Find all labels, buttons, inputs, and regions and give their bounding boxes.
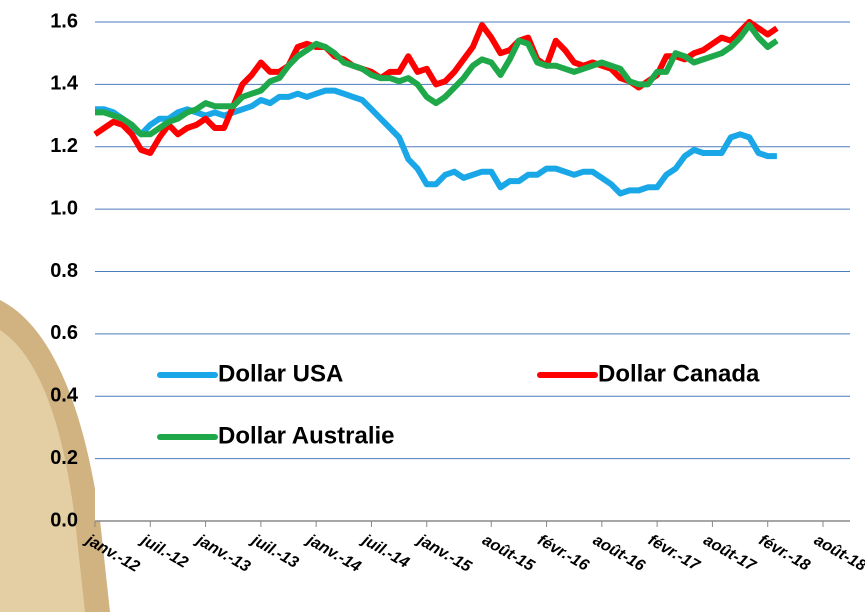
- x-tick-label: juil.-13: [247, 531, 301, 572]
- series-line: [93, 19, 779, 156]
- x-tick-label: janv.-13: [192, 531, 253, 576]
- x-tick-label: févr.-18: [756, 532, 813, 575]
- x-tick-label: juil.-12: [137, 531, 191, 572]
- x-tick-label: févr.-16: [535, 532, 592, 575]
- y-tick-label: 1.4: [50, 73, 79, 95]
- y-tick-label: 1.0: [50, 197, 78, 219]
- y-tick-label: 1.6: [50, 10, 78, 32]
- legend-label: Dollar Canada: [598, 360, 760, 387]
- series-line: [95, 87, 777, 197]
- y-tick-label: 0.4: [50, 385, 79, 407]
- background-decoration: [0, 330, 85, 612]
- x-tick-label: janv.-14: [302, 531, 363, 576]
- y-tick-label: 0.6: [50, 322, 78, 344]
- series-line: [95, 22, 779, 138]
- y-tick-label: 0.2: [50, 447, 78, 469]
- x-tick-label: juil.-14: [358, 531, 412, 572]
- x-tick-label: févr.-17: [645, 532, 703, 575]
- x-tick-label: août-18: [811, 532, 865, 575]
- x-tick-label: août-15: [479, 532, 538, 576]
- legend-label: Dollar Australie: [218, 422, 395, 449]
- legend-label: Dollar USA: [218, 360, 343, 387]
- x-tick-label: août-16: [590, 532, 648, 575]
- x-tick-label: août-17: [700, 532, 759, 576]
- x-tick-label: janv.-15: [413, 531, 475, 577]
- y-tick-label: 0.8: [50, 260, 78, 282]
- y-tick-label: 1.2: [50, 135, 78, 157]
- y-tick-label: 0.0: [50, 509, 78, 531]
